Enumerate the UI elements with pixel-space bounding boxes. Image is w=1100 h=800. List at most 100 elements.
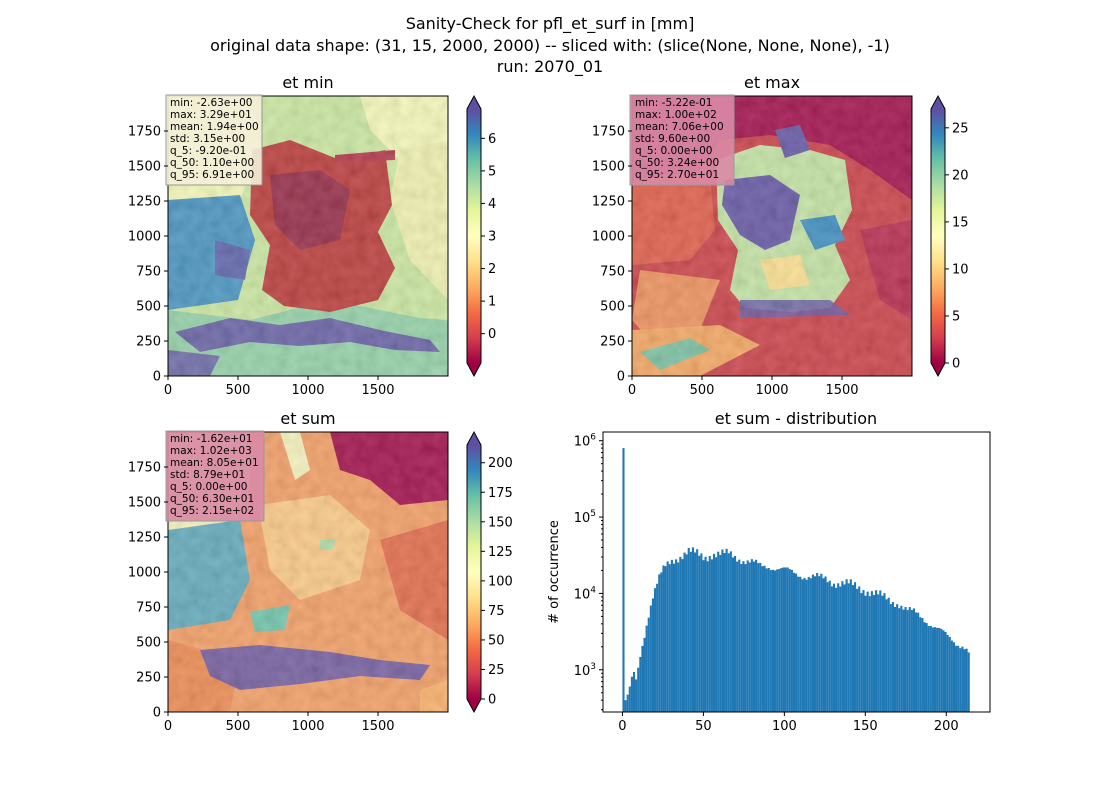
histogram-bar — [851, 585, 854, 712]
x-tick-label: 1500 — [825, 383, 858, 398]
colorbar-tick-label: 6 — [488, 132, 496, 147]
histogram-bar — [733, 555, 737, 712]
y-axis: 0 250 500 750 1000 1250 1500 1750 — [592, 125, 632, 385]
histogram-bar — [946, 634, 949, 712]
histogram-bar — [765, 568, 768, 712]
histogram-bar — [702, 560, 705, 712]
y-tick-label: 500 — [136, 636, 161, 651]
histogram-bar — [923, 622, 926, 712]
y-tick-label: 250 — [136, 671, 161, 686]
histogram-bar — [645, 625, 648, 712]
histogram-bar — [654, 588, 657, 712]
histogram-bar — [799, 576, 802, 712]
histogram-bar — [630, 676, 633, 712]
colorbar-tick-label: 10 — [952, 262, 969, 277]
histogram-bar — [841, 581, 844, 712]
histogram-bar — [767, 568, 770, 712]
histogram-bar — [957, 645, 960, 712]
colorbar: 0 1 2 3 4 5 6 — [466, 94, 496, 378]
x-tick-label: 1000 — [291, 719, 324, 734]
histogram-bar — [967, 652, 970, 712]
histogram-bar — [963, 649, 966, 712]
histogram-bar — [641, 645, 644, 712]
histogram-bar — [864, 595, 867, 712]
histogram-bar — [727, 553, 730, 712]
colorbar-tick-label: 175 — [488, 486, 513, 501]
histogram-bar — [744, 564, 747, 712]
panel-et-sum-distribution: et sum - distribution # of occurrence 0 5… — [547, 409, 991, 734]
histogram-bar — [694, 552, 697, 712]
x-tick-label: 0 — [164, 719, 172, 734]
colorbar-tick-label: 1 — [488, 295, 496, 310]
x-tick-label: 0 — [618, 719, 626, 734]
histogram-bar — [898, 608, 901, 712]
stat-line: mean: 7.06e+00 — [635, 121, 724, 133]
histogram-bar — [950, 640, 953, 712]
stats-box: min: -5.22e-01 max: 1.00e+02 mean: 7.06e… — [629, 94, 735, 186]
histogram-bar — [902, 609, 905, 712]
stat-line: min: -1.62e+01 — [170, 433, 252, 445]
histogram-bar — [896, 604, 899, 712]
histogram-bar — [936, 627, 939, 712]
colorbar-tick-label: 50 — [488, 633, 505, 648]
histogram-bar — [738, 559, 741, 712]
histogram-bar — [921, 618, 924, 712]
x-axis: 0 500 1000 1500 — [164, 712, 395, 734]
colorbar-tick-label: 15 — [952, 215, 969, 230]
histogram-bar — [965, 648, 968, 712]
histogram-bar — [887, 597, 890, 712]
histogram-bar — [805, 579, 808, 712]
histogram-bar — [839, 586, 842, 712]
histogram-frame — [602, 431, 991, 713]
histogram-bar — [872, 595, 876, 712]
stat-line: q_5: 0.00e+00 — [635, 145, 712, 157]
histogram-bar — [651, 598, 655, 712]
histogram-bar — [837, 583, 840, 712]
histogram-bar — [776, 569, 779, 712]
histogram-bar — [917, 612, 920, 712]
x-tick-label: 500 — [690, 383, 715, 398]
x-tick-label: 1500 — [361, 719, 394, 734]
colorbar: 0 25 50 75 100 125 150 175 200 — [466, 430, 513, 714]
histogram-bar — [742, 561, 745, 712]
histogram-bar — [668, 564, 671, 712]
histogram-bar — [915, 612, 918, 712]
histogram-bar — [649, 605, 652, 712]
histogram-bar — [868, 596, 871, 712]
histogram-bar — [875, 590, 878, 712]
stat-line: q_50: 1.10e+00 — [170, 157, 254, 169]
panel-et-sum: et sum min: -1.62e+01 max: 1.02e+03 mean… — [128, 409, 513, 734]
histogram-bar — [687, 547, 690, 712]
x-axis: 0 500 1000 1500 — [164, 376, 395, 398]
histogram-bar — [925, 623, 928, 712]
histogram-bar — [752, 561, 756, 712]
y-tick-label: 1000 — [128, 230, 161, 245]
y-tick-label: 106 — [574, 433, 597, 450]
stat-line: q_50: 6.30e+01 — [170, 493, 254, 505]
stat-line: max: 1.02e+03 — [170, 445, 252, 457]
histogram-bar — [731, 557, 734, 712]
panel-title: et min — [282, 73, 333, 92]
histogram-bar — [908, 607, 911, 712]
histogram-bar — [883, 593, 886, 712]
figure-title-line-1: Sanity-Check for pfl_et_surf in [mm] — [406, 14, 695, 34]
histogram-bar — [664, 566, 667, 712]
stat-line: mean: 8.05e+01 — [170, 457, 259, 469]
y-tick-label: 104 — [574, 585, 597, 602]
histogram-bar — [959, 648, 962, 712]
colorbar-tick-label: 5 — [952, 309, 960, 324]
histogram-bar — [681, 559, 684, 712]
colorbar-tick-label: 0 — [488, 327, 496, 342]
x-tick-label: 200 — [934, 719, 959, 734]
stats-box: min: -1.62e+01 max: 1.02e+03 mean: 8.05e… — [165, 430, 265, 522]
histogram-bar — [790, 569, 793, 712]
histogram-bar — [740, 564, 743, 712]
histogram-bar — [696, 549, 699, 712]
histogram-bar — [835, 587, 838, 712]
histogram-bar — [672, 563, 676, 712]
histogram-bar — [885, 599, 888, 712]
x-axis: 0 50 100 150 200 — [618, 712, 959, 734]
histogram-bar — [635, 679, 638, 712]
histogram-bar — [769, 570, 772, 712]
